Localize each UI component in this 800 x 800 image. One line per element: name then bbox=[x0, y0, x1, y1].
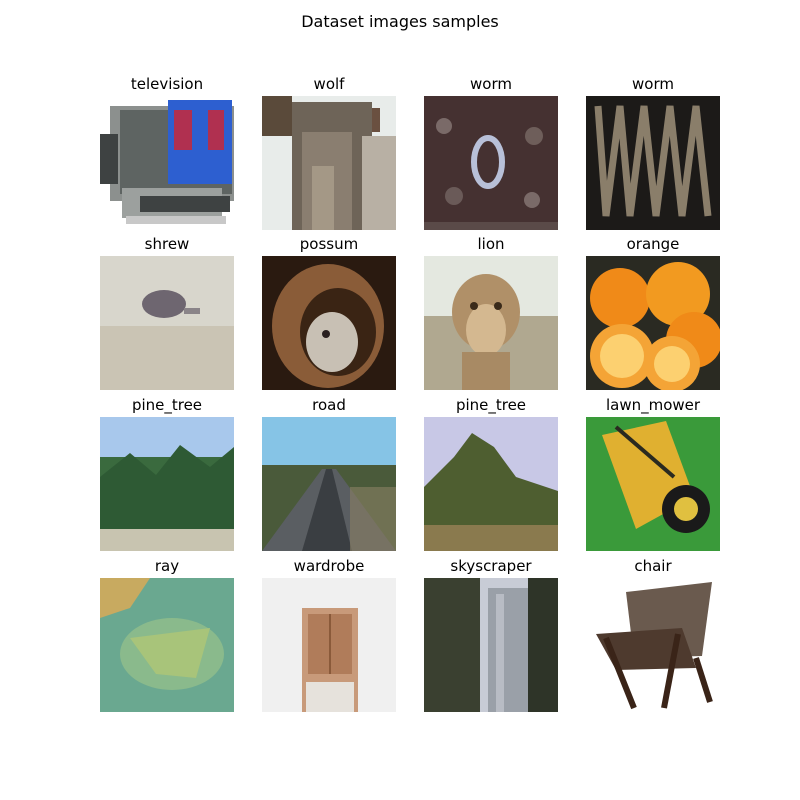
sample-image-television bbox=[100, 96, 234, 230]
sample-image-shrew bbox=[100, 256, 234, 390]
sample-label: wolf bbox=[313, 75, 345, 93]
sample-image-chair bbox=[586, 578, 720, 712]
sample-label: pine_tree bbox=[131, 396, 203, 414]
sample-image-possum bbox=[262, 256, 396, 390]
sample-image-wolf bbox=[262, 96, 396, 230]
sample-image-ray bbox=[100, 578, 234, 712]
sample-image-worm-1 bbox=[424, 96, 558, 230]
sample-label: orange bbox=[626, 235, 680, 253]
sample-label: ray bbox=[154, 557, 180, 575]
sample-label: television bbox=[130, 75, 204, 93]
sample-label: lion bbox=[477, 235, 505, 253]
sample-label: worm bbox=[632, 75, 674, 93]
sample-label: shrew bbox=[144, 235, 190, 253]
sample-image-skyscraper bbox=[424, 578, 558, 712]
figure-title: Dataset images samples bbox=[301, 12, 499, 31]
sample-label: worm bbox=[470, 75, 512, 93]
sample-image-lion bbox=[424, 256, 558, 390]
sample-image-orange bbox=[586, 256, 720, 390]
sample-label: possum bbox=[299, 235, 359, 253]
sample-label: wardrobe bbox=[293, 557, 365, 575]
sample-image-wardrobe bbox=[262, 578, 396, 712]
sample-label: pine_tree bbox=[455, 396, 527, 414]
sample-label: skyscraper bbox=[450, 557, 532, 575]
sample-image-lawn-mower bbox=[586, 417, 720, 551]
sample-image-road bbox=[262, 417, 396, 551]
sample-label: lawn_mower bbox=[605, 396, 701, 414]
sample-image-pine-tree-2 bbox=[424, 417, 558, 551]
sample-image-pine-tree-1 bbox=[100, 417, 234, 551]
sample-label: road bbox=[312, 396, 346, 414]
sample-label: chair bbox=[634, 557, 672, 575]
sample-image-worm-2 bbox=[586, 96, 720, 230]
